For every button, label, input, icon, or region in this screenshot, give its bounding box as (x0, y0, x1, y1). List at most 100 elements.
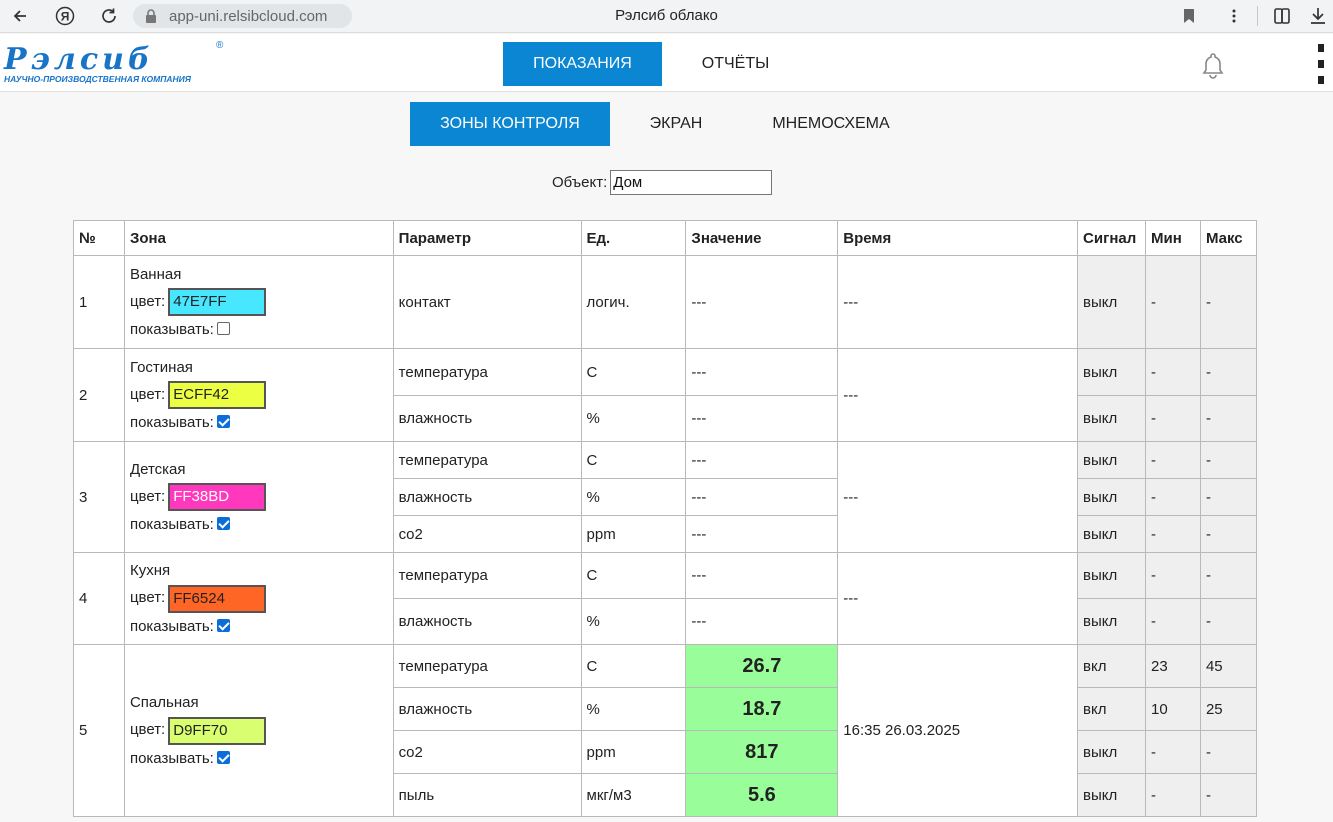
zone-cell: Гостиная цвет: ECFF42 показывать: (123, 348, 394, 442)
show-checkbox[interactable] (216, 517, 230, 531)
signal-cell: вкл (1077, 644, 1146, 688)
zone-color-row: цвет: FF38BD (130, 483, 388, 512)
nav-tab-label: ОТЧЁТЫ (701, 55, 770, 72)
min-cell: - (1145, 348, 1201, 396)
max-cell: - (1199, 255, 1258, 349)
app-header: Рэлсиб ® НАУЧНО-ПРОИЗВОДСТВЕННАЯ КОМПАНИ… (0, 34, 1333, 92)
signal-cell: выкл (1077, 478, 1146, 516)
kebab-menu-icon[interactable] (1314, 44, 1328, 84)
address-bar[interactable]: app-uni.relsibcloud.com (133, 4, 352, 28)
parameter-cell: co2 (392, 730, 582, 774)
column-header: Сигнал (1077, 220, 1146, 256)
color-input[interactable]: FF38BD (168, 483, 267, 512)
value-cell: 26.7 (685, 644, 839, 688)
min-cell: - (1145, 395, 1201, 442)
signal-cell: выкл (1077, 348, 1146, 396)
parameter-cell: co2 (392, 515, 582, 553)
color-input[interactable]: FF6524 (168, 584, 267, 613)
color-input[interactable]: D9FF70 (168, 716, 267, 745)
object-input[interactable] (610, 170, 773, 195)
zone-cell: Кухня цвет: FF6524 показывать: (123, 552, 394, 645)
table-row: 5 Спальная цвет: D9FF70 показывать: температу… (73, 644, 1258, 817)
logo-wordmark: Рэлсиб (4, 42, 154, 77)
show-checkbox[interactable] (216, 415, 230, 429)
zone-cell: Детская цвет: FF38BD показывать: (123, 441, 394, 553)
value-cell: --- (685, 598, 839, 645)
zone-color-row: цвет: FF6524 (129, 584, 388, 613)
value-cell: --- (685, 441, 839, 479)
lock-icon (145, 9, 157, 23)
unit-cell: % (580, 395, 687, 442)
value-cell: --- (685, 255, 839, 349)
bell-icon[interactable] (1199, 51, 1227, 79)
max-cell: - (1199, 515, 1258, 553)
object-selector: Объект: (552, 170, 773, 195)
parameter-cell: температура (392, 441, 582, 479)
signal-cell: выкл (1077, 441, 1146, 479)
nav-tab-readings[interactable]: ПОКАЗАНИЯ (503, 42, 662, 86)
color-input[interactable]: 47E7FF (168, 288, 267, 317)
min-cell: - (1145, 478, 1201, 516)
table-row: влажность% 18.7 вкл 10 25 (74, 687, 1258, 731)
show-label: показывать: (129, 321, 214, 339)
bookmark-icon[interactable] (1176, 4, 1202, 28)
subtab-screen[interactable]: ЭКРАН (626, 102, 726, 146)
min-cell: - (1145, 552, 1201, 599)
column-header: Значение (685, 220, 839, 256)
unit-cell: мкг/м3 (580, 773, 687, 817)
color-label: цвет: (129, 385, 166, 403)
max-cell: 25 (1199, 687, 1258, 731)
show-label: показывать: (129, 516, 214, 534)
column-header: № (73, 220, 125, 256)
value-cell: --- (685, 348, 839, 396)
value-cell: --- (685, 552, 839, 599)
subtab-mnemonic[interactable]: МНЕМОСХЕМА (752, 102, 910, 146)
show-checkbox[interactable] (216, 750, 230, 764)
min-cell: 10 (1145, 687, 1201, 731)
min-cell: - (1145, 773, 1201, 817)
subtab-label: МНЕМОСХЕМА (772, 115, 890, 132)
yandex-icon[interactable]: Я (52, 4, 78, 28)
min-cell: - (1145, 730, 1201, 774)
relsib-logo[interactable]: Рэлсиб ® НАУЧНО-ПРОИЗВОДСТВЕННАЯ КОМПАНИ… (4, 40, 228, 88)
color-label: цвет: (129, 589, 166, 607)
show-checkbox[interactable] (216, 618, 230, 632)
show-checkbox[interactable] (216, 322, 230, 336)
zone-cell: Спальная цвет: D9FF70 показывать: (123, 644, 394, 817)
color-input[interactable]: ECFF42 (168, 381, 267, 410)
column-header: Параметр (392, 220, 582, 256)
value-cell: --- (685, 515, 839, 553)
max-cell: - (1199, 441, 1258, 479)
min-cell: - (1145, 441, 1201, 479)
extensions-icon[interactable] (1269, 4, 1295, 28)
max-cell: - (1199, 773, 1258, 817)
reload-icon[interactable] (96, 4, 122, 28)
time-cell: 16:35 26.03.2025 (837, 644, 1079, 817)
zone-number-cell: 4 (73, 552, 125, 645)
column-header: Макс (1199, 220, 1258, 256)
column-header: Ед. (580, 220, 687, 256)
show-row: показывать: (130, 316, 388, 343)
signal-cell: выкл (1077, 515, 1146, 553)
table-row: co2 ppm 817 выкл - - (74, 730, 1258, 774)
subtab-control-zones[interactable]: ЗОНЫ КОНТРОЛЯ (410, 102, 610, 146)
unit-cell: C (580, 552, 687, 599)
zone-name: Детская (129, 460, 186, 478)
unit-cell: логич. (580, 255, 687, 349)
zone-color-row: цвет: D9FF70 (130, 716, 388, 745)
nav-tab-label: ПОКАЗАНИЯ (533, 55, 632, 72)
show-label: показывать: (129, 749, 214, 767)
zone-name: Кухня (129, 562, 171, 580)
more-vertical-icon[interactable] (1221, 4, 1247, 28)
parameter-cell: влажность (392, 395, 582, 442)
back-arrow-icon[interactable] (7, 4, 33, 28)
nav-tab-reports[interactable]: ОТЧЁТЫ (680, 42, 791, 86)
download-icon[interactable] (1305, 4, 1331, 28)
show-row: показывать: (130, 409, 388, 436)
value-cell: 5.6 (685, 773, 839, 817)
signal-cell: выкл (1077, 730, 1146, 774)
svg-text:Я: Я (61, 10, 70, 24)
time-cell: --- (837, 255, 1079, 349)
signal-cell: выкл (1077, 773, 1146, 817)
min-cell: - (1145, 598, 1201, 645)
